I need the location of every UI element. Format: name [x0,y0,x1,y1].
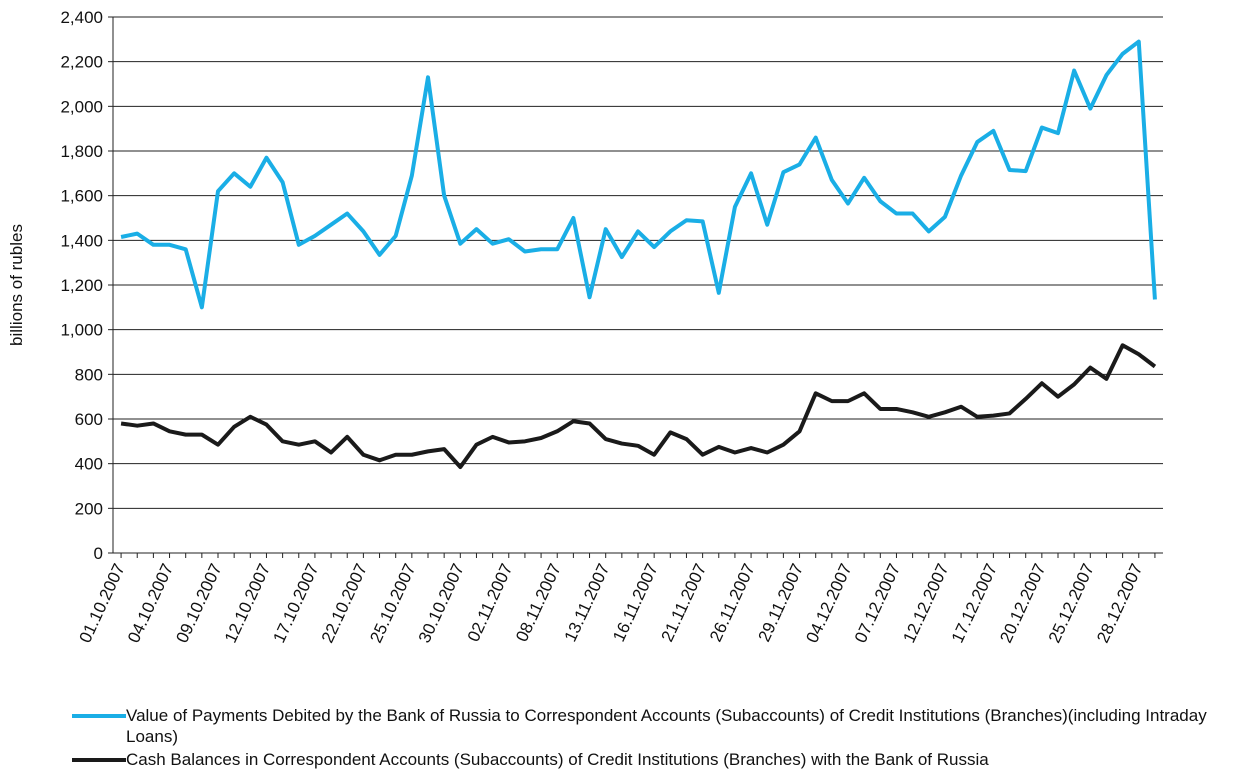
y-axis-label: billions of rubles [7,224,26,346]
y-tick-label: 1,200 [60,276,103,295]
x-tick-label: 17.10.2007 [269,561,322,646]
x-tick-label: 26.11.2007 [706,561,759,645]
legend-swatch [72,714,126,718]
x-tick-label: 09.10.2007 [172,561,225,646]
x-tick-label: 08.11.2007 [512,561,565,645]
x-tick-label: 28.12.2007 [1093,561,1146,646]
x-tick-label: 25.12.2007 [1045,561,1098,646]
x-tick-label: 12.10.2007 [221,561,274,646]
x-tick-label: 04.10.2007 [124,561,177,646]
x-tick-label: 13.11.2007 [561,561,614,645]
x-tick-label: 07.12.2007 [851,561,904,646]
series-line [120,343,1157,470]
x-tick-label: 17.12.2007 [948,561,1001,646]
y-tick-label: 200 [75,499,103,518]
x-tick-label: 21.11.2007 [658,561,711,645]
y-tick-label: 1,600 [60,187,103,206]
series-line [120,39,1157,310]
y-tick-label: 2,000 [60,97,103,116]
y-tick-label: 400 [75,455,103,474]
x-tick-label: 02.11.2007 [464,561,517,645]
legend-item: Value of Payments Debited by the Bank of… [72,705,1252,747]
x-tick-label: 20.12.2007 [996,561,1049,646]
x-tick-label: 29.11.2007 [755,561,808,645]
x-tick-label: 25.10.2007 [366,561,419,646]
y-tick-label: 800 [75,365,103,384]
x-tick-label: 22.10.2007 [318,561,371,646]
x-tick-label: 04.12.2007 [802,561,855,646]
y-tick-label: 2,200 [60,53,103,72]
y-tick-label: 1,800 [60,142,103,161]
legend-item: Cash Balances in Correspondent Accounts … [72,749,1252,770]
y-tick-label: 2,400 [60,8,103,27]
y-tick-label: 0 [94,544,103,563]
x-tick-label: 12.12.2007 [899,561,952,646]
x-tick-label: 16.11.2007 [609,561,662,645]
y-tick-label: 1,400 [60,231,103,250]
legend-label: Cash Balances in Correspondent Accounts … [126,750,989,769]
y-tick-label: 600 [75,410,103,429]
legend: Value of Payments Debited by the Bank of… [72,705,1252,772]
legend-swatch [72,758,126,762]
y-tick-label: 1,000 [60,321,103,340]
x-tick-label: 01.10.2007 [76,561,129,646]
x-tick-label: 30.10.2007 [415,561,468,646]
chart: billions of rubles 0 200 400 600 800 1,000 1,2… [7,8,1163,646]
legend-label: Value of Payments Debited by the Bank of… [126,706,1207,746]
